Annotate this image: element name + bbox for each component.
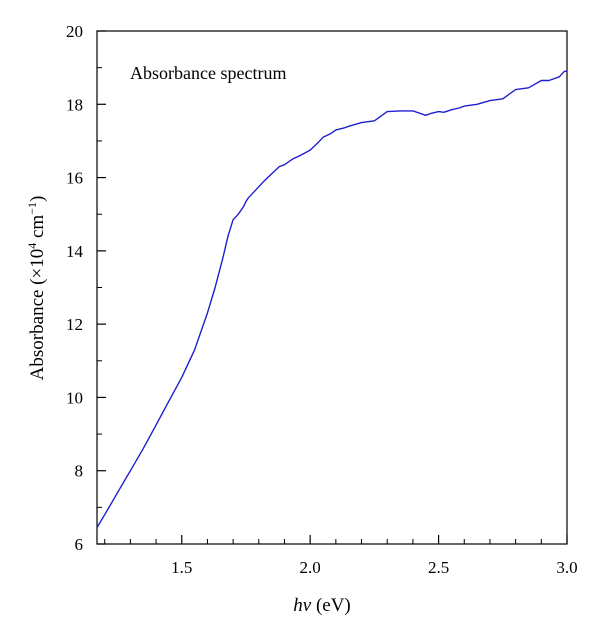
x-axis-title-units: (eV): [311, 595, 351, 616]
x-tick-label: 1.5: [171, 558, 192, 577]
absorbance-series-line: [96, 70, 567, 528]
y-axis-title-mid: cm: [27, 215, 48, 243]
y-tick-label: 16: [66, 169, 83, 188]
x-tick-label: 2.0: [300, 558, 321, 577]
y-tick-label: 6: [75, 535, 84, 554]
y-tick-label: 12: [66, 315, 83, 334]
y-axis-title-end: ): [27, 196, 48, 202]
y-tick-label: 10: [66, 388, 83, 407]
y-axis-title-sup1: 4: [25, 243, 39, 249]
axis-ticks: 1.5 2.0 2.5 3.0 6 8 10 12 14 16 18 20: [66, 22, 578, 577]
y-axis-title-sup2: −1: [25, 202, 39, 215]
y-tick-label: 8: [75, 462, 84, 481]
series-layer: [96, 70, 567, 528]
y-axis-title-main: Absorbance (×10: [27, 249, 48, 381]
y-tick-label: 20: [66, 22, 83, 41]
chart-annotation: Absorbance spectrum: [130, 63, 286, 83]
y-axis-title: Absorbance (×104 cm−1): [25, 196, 48, 381]
y-tick-label: 18: [66, 95, 83, 114]
plot-frame: [96, 30, 568, 545]
x-tick-label: 3.0: [556, 558, 577, 577]
x-axis-title-italic: hν: [293, 595, 312, 616]
x-axis-title: hν (eV): [293, 595, 351, 616]
y-tick-label: 14: [66, 242, 84, 261]
x-tick-label: 2.5: [428, 558, 449, 577]
